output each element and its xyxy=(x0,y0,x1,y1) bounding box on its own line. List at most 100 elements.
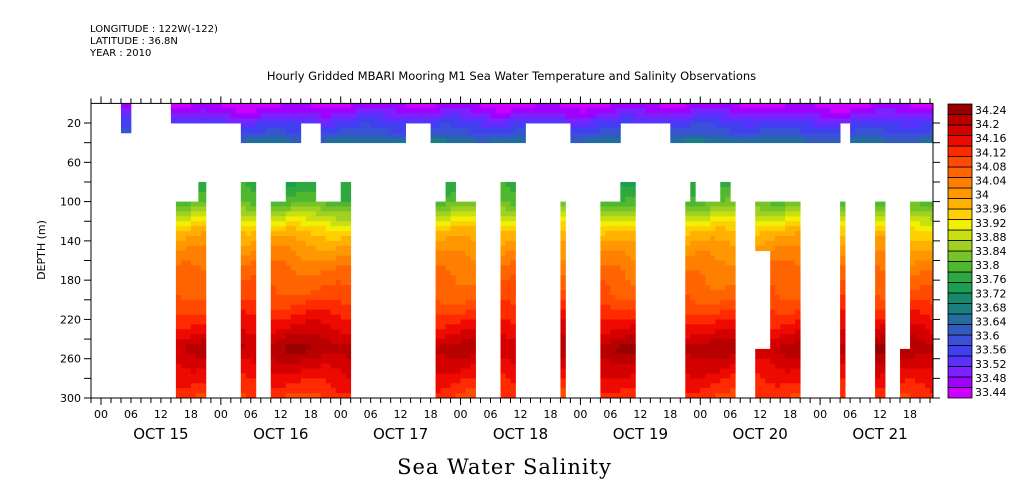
heatmap-cell xyxy=(195,221,202,227)
heatmap-cell xyxy=(250,373,257,379)
heatmap-cell xyxy=(395,108,402,114)
heatmap-cell xyxy=(695,211,701,217)
heatmap-cell xyxy=(910,294,916,301)
heatmap-cell xyxy=(180,289,187,296)
heatmap-cell xyxy=(240,231,247,237)
heatmap-cell xyxy=(460,388,466,394)
heatmap-cell xyxy=(910,132,916,139)
heatmap-cell xyxy=(500,265,506,271)
heatmap-cell xyxy=(465,206,471,212)
heatmap-cell xyxy=(600,393,606,399)
heatmap-cell xyxy=(920,339,926,345)
heatmap-cell xyxy=(700,231,706,237)
heatmap-cell xyxy=(345,294,352,301)
heatmap-cell xyxy=(310,373,317,379)
heatmap-cell xyxy=(435,240,441,247)
heatmap-cell xyxy=(610,211,616,217)
heatmap-cell xyxy=(310,299,317,306)
heatmap-cell xyxy=(450,368,456,374)
heatmap-cell xyxy=(335,280,342,286)
heatmap-cell xyxy=(920,211,926,217)
heatmap-cell xyxy=(270,348,277,355)
heatmap-cell xyxy=(240,201,247,207)
heatmap-cell xyxy=(500,319,506,325)
heatmap-cell xyxy=(725,324,731,330)
heatmap-cell xyxy=(705,206,711,212)
heatmap-cell xyxy=(470,304,476,311)
heatmap-cell xyxy=(280,108,287,114)
heatmap-cell xyxy=(285,186,292,193)
heatmap-cell xyxy=(300,299,307,306)
heatmap-cell xyxy=(615,363,621,369)
heatmap-cell xyxy=(630,186,636,193)
heatmap-cell xyxy=(635,118,641,124)
heatmap-cell xyxy=(460,211,466,217)
heatmap-cell xyxy=(925,348,931,355)
heatmap-cell xyxy=(785,334,791,340)
heatmap-cell xyxy=(615,388,621,394)
heatmap-cell xyxy=(245,235,252,242)
heatmap-cell xyxy=(450,304,456,311)
heatmap-cell xyxy=(395,137,402,144)
heatmap-cell xyxy=(840,206,846,212)
heatmap-cell xyxy=(250,196,257,202)
heatmap-cell xyxy=(820,123,826,129)
heatmap-cell xyxy=(470,373,476,379)
heatmap-cell xyxy=(245,353,252,360)
heatmap-cell xyxy=(695,324,701,330)
heatmap-cell xyxy=(310,250,317,257)
heatmap-cell xyxy=(405,103,412,109)
heatmap-cell xyxy=(310,393,317,399)
heatmap-cell xyxy=(500,314,506,320)
heatmap-cell xyxy=(270,137,277,144)
heatmap-cell xyxy=(510,196,516,202)
heatmap-cell xyxy=(250,118,257,124)
heatmap-cell xyxy=(435,221,441,227)
heatmap-cell xyxy=(535,118,541,124)
heatmap-cell xyxy=(395,123,402,129)
heatmap-cell xyxy=(585,118,591,124)
heatmap-cell xyxy=(425,103,431,109)
heatmap-cell xyxy=(200,388,207,394)
heatmap-cell xyxy=(720,294,726,301)
heatmap-cell xyxy=(705,216,711,222)
heatmap-cell xyxy=(720,127,726,134)
heatmap-cell xyxy=(725,265,731,271)
heatmap-cell xyxy=(695,127,701,134)
heatmap-cell xyxy=(270,275,277,281)
heatmap-cell xyxy=(675,108,681,114)
heatmap-cell xyxy=(770,240,776,247)
heatmap-cell xyxy=(895,108,901,114)
heatmap-cell xyxy=(825,123,831,129)
heatmap-cell xyxy=(430,123,436,129)
heatmap-cell xyxy=(690,103,696,109)
heatmap-cell xyxy=(700,285,706,291)
heatmap-cell xyxy=(180,304,187,311)
heatmap-cell xyxy=(510,231,516,237)
heatmap-cell xyxy=(605,132,611,139)
heatmap-cell xyxy=(275,235,282,242)
heatmap-cell xyxy=(755,113,761,119)
heatmap-cell xyxy=(295,368,302,374)
heatmap-cell xyxy=(730,255,736,261)
heatmap-cell xyxy=(840,270,846,276)
heatmap-cell xyxy=(795,211,801,217)
heatmap-cell xyxy=(625,339,631,345)
heatmap-cell xyxy=(875,260,881,266)
heatmap-cell xyxy=(355,127,362,134)
heatmap-cell xyxy=(440,368,446,374)
heatmap-cell xyxy=(305,108,312,114)
heatmap-cell xyxy=(775,235,781,242)
heatmap-cell xyxy=(880,348,886,355)
heatmap-cell xyxy=(625,245,631,252)
heatmap-cell xyxy=(705,324,711,330)
heatmap-cell xyxy=(500,127,506,134)
heatmap-cell xyxy=(325,240,332,247)
heatmap-cell xyxy=(330,226,337,232)
heatmap-cell xyxy=(725,196,731,202)
colorbar-swatch xyxy=(947,355,973,367)
heatmap-cell xyxy=(475,103,481,109)
heatmap-cell xyxy=(285,196,292,202)
heatmap-cell xyxy=(470,270,476,276)
heatmap-cell xyxy=(505,383,511,389)
